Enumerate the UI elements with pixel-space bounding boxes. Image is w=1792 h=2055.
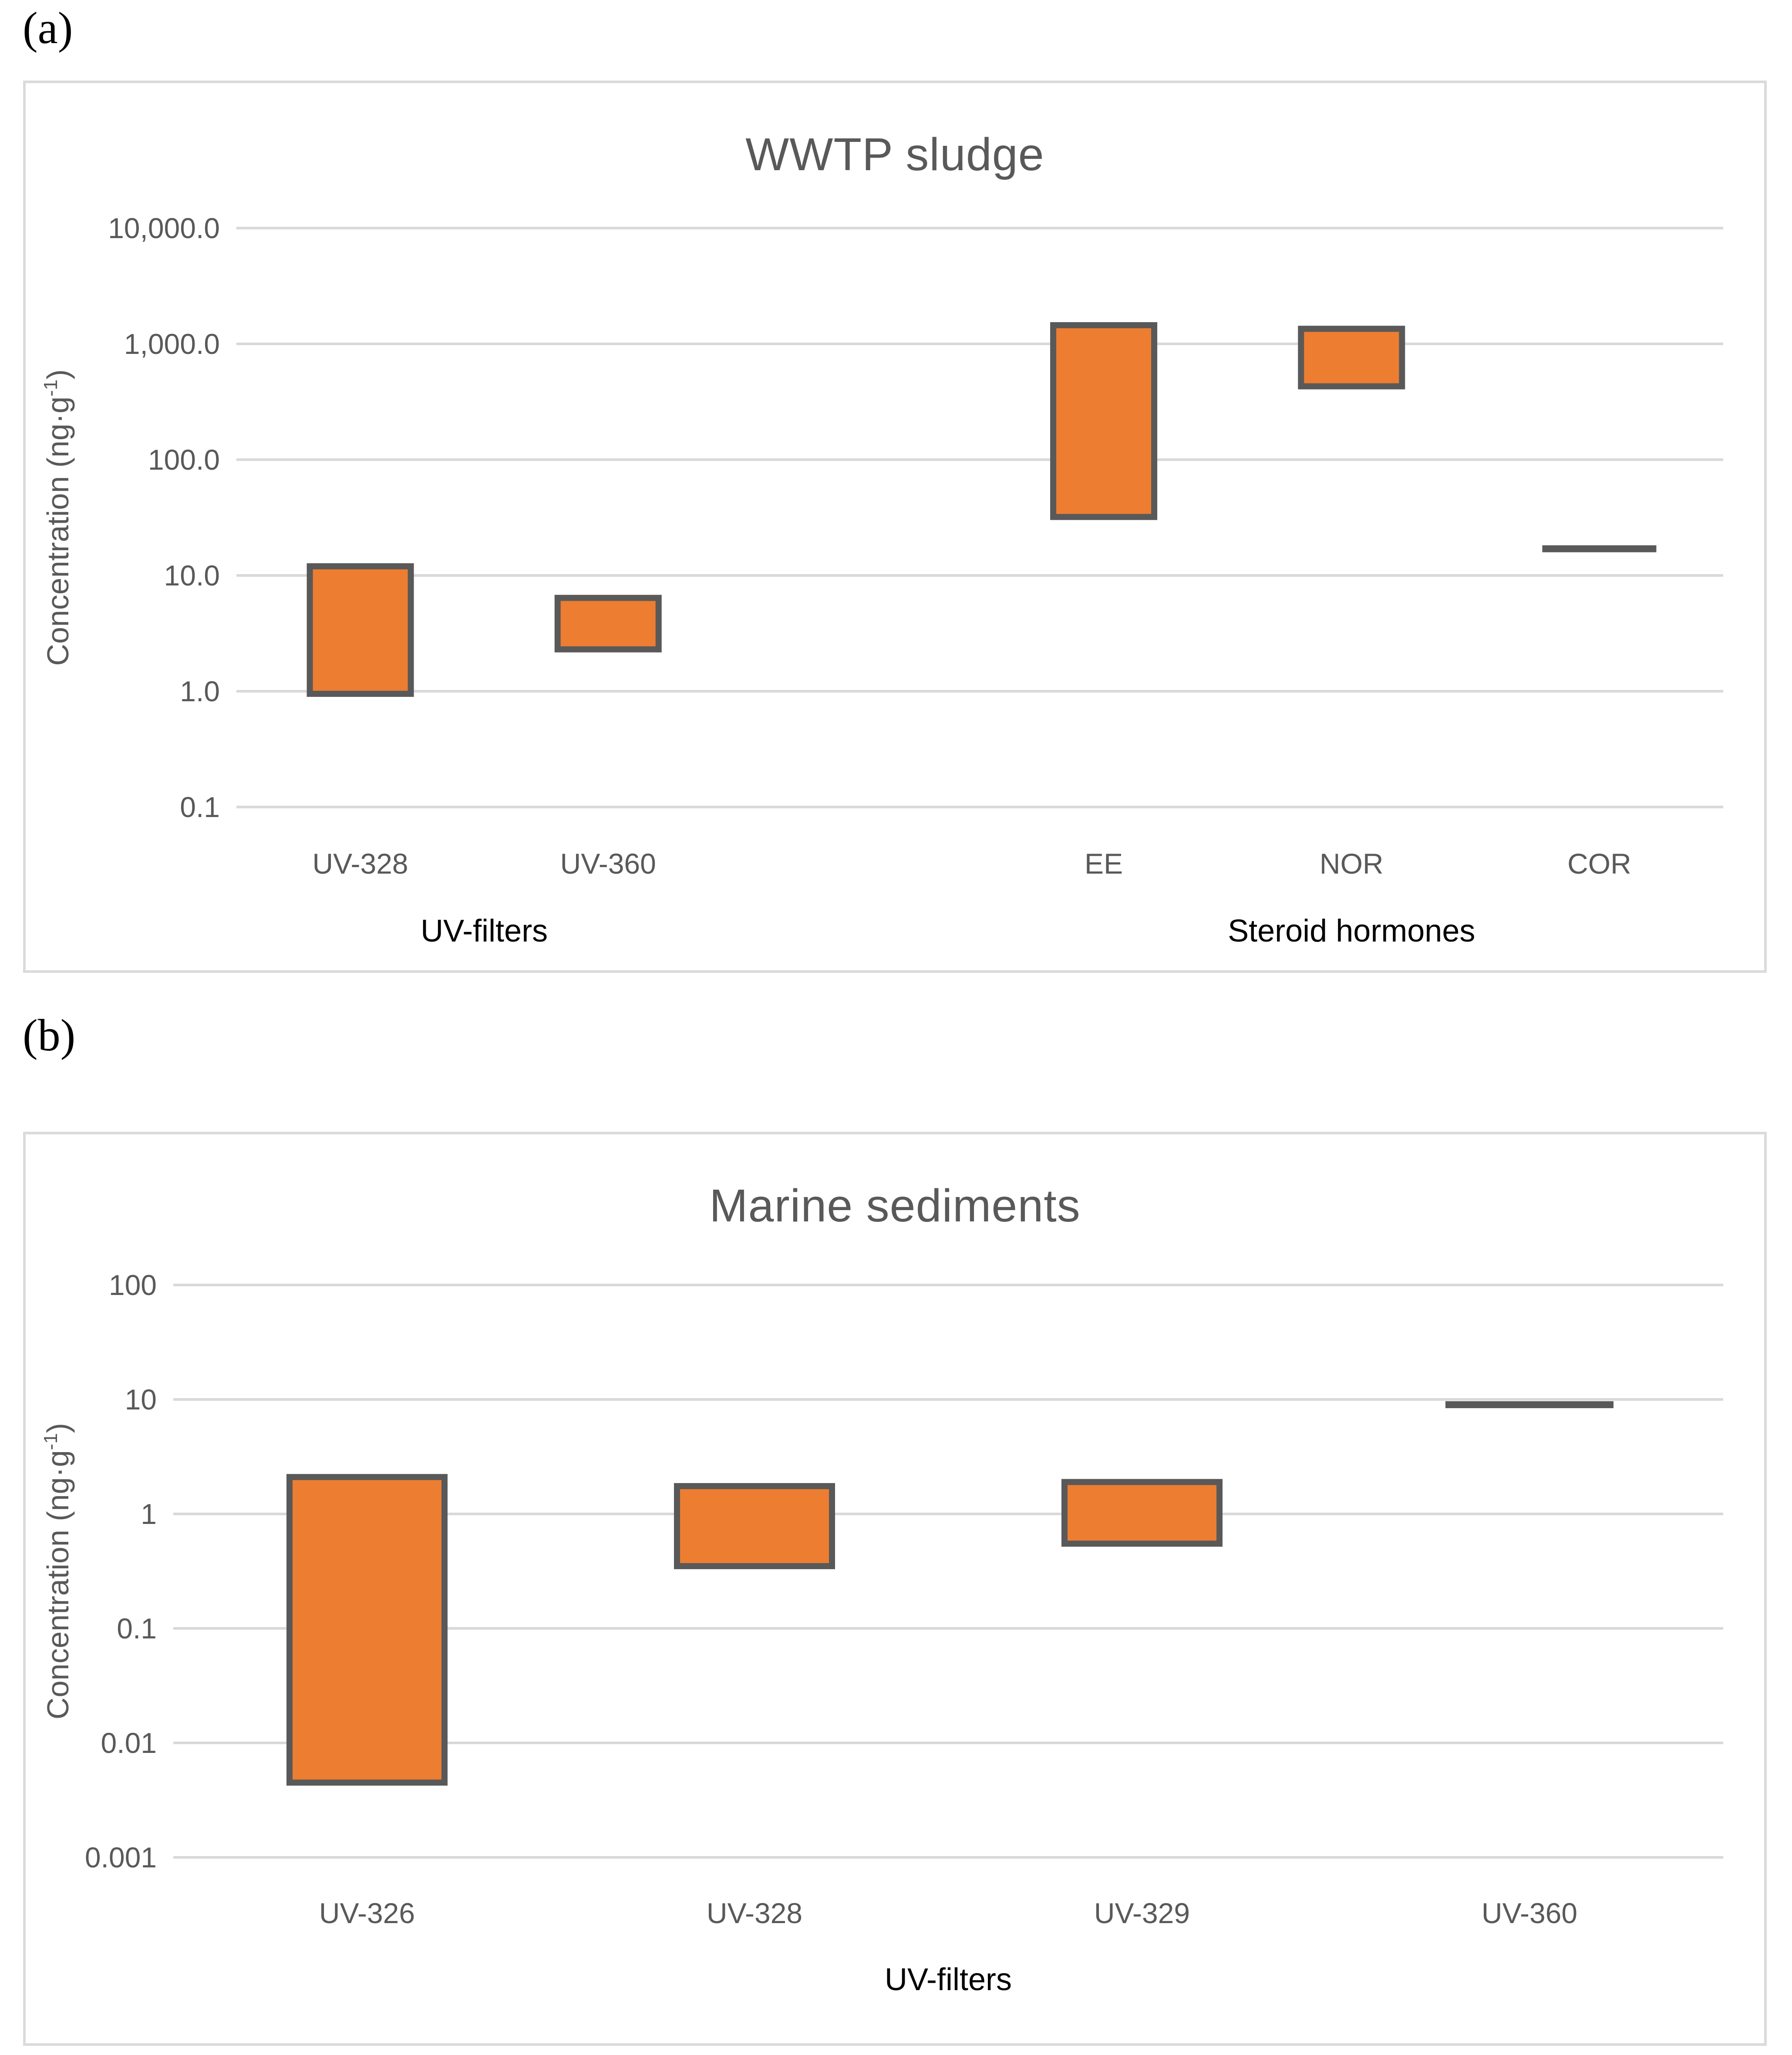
panel-a-label: (a) <box>23 3 73 53</box>
group-label-uv-filters: UV-filters <box>885 1962 1012 1997</box>
single-value-mark-cor <box>1542 545 1657 552</box>
category-label-uv-328: UV-328 <box>313 848 408 880</box>
category-label-uv-326: UV-326 <box>319 1897 415 1929</box>
y-tick-label: 10.0 <box>164 559 220 592</box>
y-tick-label: 1.0 <box>180 675 220 707</box>
category-label-nor: NOR <box>1320 848 1384 880</box>
chart-title-marine-sediments: Marine sediments <box>709 1180 1081 1231</box>
y-tick-label: 1 <box>141 1498 157 1530</box>
y-tick-label: 100.0 <box>148 444 220 476</box>
category-label-uv-360: UV-360 <box>1482 1897 1577 1929</box>
range-bar-uv-328 <box>307 563 414 697</box>
y-axis-title: Concentration (ng·g-1) <box>40 1423 75 1719</box>
group-label-uv-filters: UV-filters <box>421 914 548 948</box>
category-label-ee: EE <box>1085 848 1123 880</box>
y-axis-title: Concentration (ng·g-1) <box>40 369 75 666</box>
y-tick-label: 0.1 <box>117 1612 157 1645</box>
wwtp-sludge-plot: 10,000.0 1,000.0 100.0 10.0 1.0 0.1 Concentrat… <box>40 212 1723 948</box>
range-bar-uv-329 <box>1061 1479 1223 1547</box>
y-axis-title-group: Concentration (ng·g-1) <box>40 1423 75 1719</box>
y-tick-label: 0.01 <box>101 1727 157 1759</box>
panel-b-label: (b) <box>23 1010 76 1060</box>
y-tick-label: 10 <box>125 1383 157 1416</box>
wwtp-sludge-chart-panel: WWTP sludge 10,000.0 1,000.0 100.0 10.0 1.0 0… <box>23 81 1767 973</box>
marine-sediments-plot: 100 10 1 0.1 0.01 0.001 Concentration (ng·g-1)… <box>40 1269 1723 1997</box>
category-label-uv-329: UV-329 <box>1094 1897 1190 1929</box>
y-tick-label: 0.1 <box>180 791 220 823</box>
range-bar-uv-360 <box>554 595 662 652</box>
single-value-mark-uv-360 <box>1445 1401 1613 1409</box>
category-label-uv-328: UV-328 <box>707 1897 802 1929</box>
marine-sediments-chart-panel: Marine sediments 100 10 1 0.1 0.01 0.001 Conce… <box>23 1132 1767 2046</box>
y-axis-title-group: Concentration (ng·g-1) <box>40 369 75 666</box>
category-label-cor: COR <box>1567 848 1631 880</box>
chart-title-wwtp-sludge: WWTP sludge <box>745 129 1044 180</box>
group-label-steroid-hormones: Steroid hormones <box>1228 914 1475 948</box>
y-tick-label: 10,000.0 <box>108 212 220 244</box>
y-tick-label: 1,000.0 <box>124 328 220 360</box>
y-tick-label: 100 <box>109 1269 157 1301</box>
range-bar-uv-326 <box>286 1474 448 1786</box>
range-bar-ee <box>1050 322 1158 520</box>
y-tick-label: 0.001 <box>85 1841 157 1873</box>
range-bar-uv-328 <box>674 1483 835 1569</box>
category-label-uv-360: UV-360 <box>560 848 656 880</box>
range-bar-nor <box>1298 326 1405 390</box>
